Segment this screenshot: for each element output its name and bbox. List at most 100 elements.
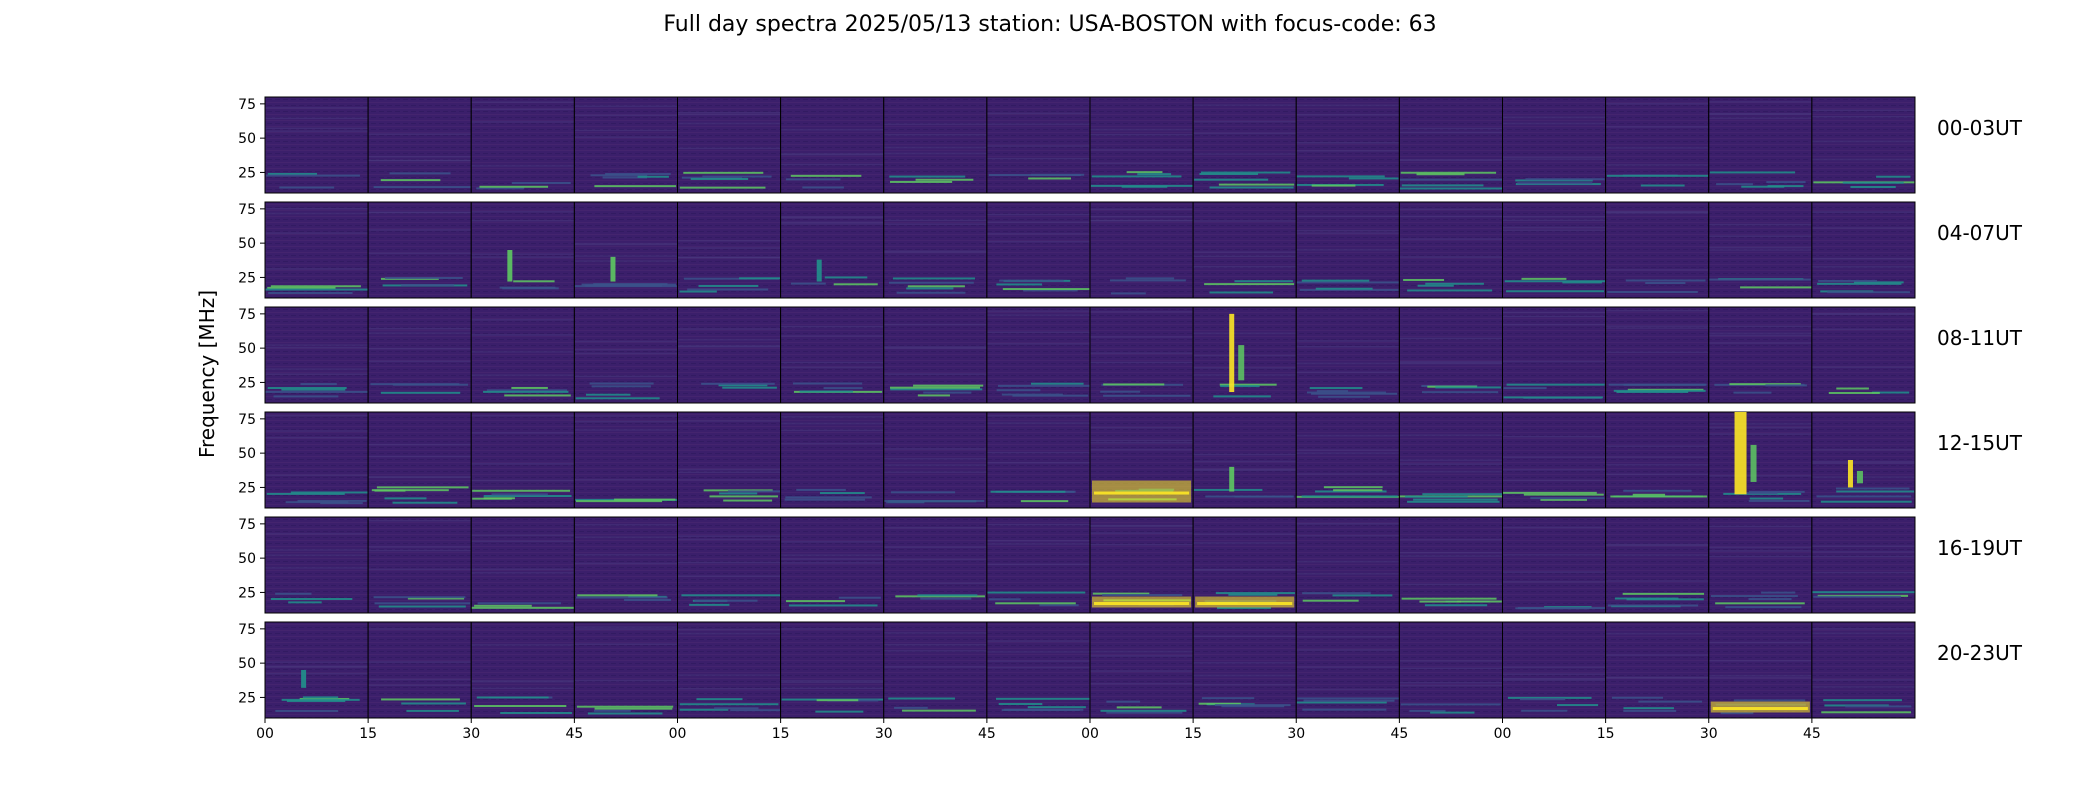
interference-line: [1296, 522, 1400, 525]
noise-band: [1103, 383, 1165, 386]
noise-band: [990, 490, 1066, 493]
spectra-row: 25 50 75 20-23UT: [238, 621, 2023, 719]
interference-line: [574, 679, 678, 682]
panel-background: [780, 307, 884, 403]
noise-band: [1845, 705, 1912, 708]
spectra-panel: [1605, 306, 1710, 404]
interference-line: [883, 123, 987, 125]
interference-line: [1296, 371, 1400, 374]
noise-band: [895, 595, 985, 598]
interference-line: [986, 310, 1090, 312]
panel-background: [986, 412, 1090, 508]
noise-band: [915, 178, 974, 181]
noise-band: [690, 177, 749, 180]
noise-band: [785, 600, 846, 603]
noise-band: [1091, 175, 1182, 178]
spectra-panel: [1192, 306, 1297, 404]
interference-line: [1502, 479, 1606, 482]
x-tick-label: 15: [359, 726, 377, 742]
interference-line: [1502, 526, 1606, 529]
spectra-panel: [1502, 96, 1607, 194]
spectra-panel: [1295, 516, 1400, 614]
noise-band: [1209, 291, 1274, 294]
noise-band: [1813, 595, 1901, 598]
noise-band: [689, 603, 730, 606]
interference-line: [265, 672, 369, 675]
x-tick-label: 15: [1184, 726, 1202, 742]
interference-line: [883, 146, 987, 149]
interference-line: [1502, 666, 1606, 669]
noise-band: [1200, 171, 1291, 174]
interference-line: [677, 345, 781, 348]
noise-band: [995, 602, 1076, 605]
noise-band: [701, 382, 775, 385]
interference-line: [1502, 581, 1606, 583]
noise-band: [1515, 179, 1593, 182]
noise-band: [1828, 391, 1880, 394]
noise-band: [1853, 281, 1904, 284]
row-label: 04-07UT: [1937, 221, 2023, 245]
interference-line: [883, 582, 987, 585]
interference-line: [471, 319, 575, 321]
interference-line: [471, 334, 575, 336]
panel-background: [265, 622, 369, 718]
interference-line: [1090, 162, 1194, 165]
interference-line: [1502, 677, 1606, 680]
spectra-panel: [573, 516, 678, 614]
noise-band: [999, 279, 1064, 282]
noise-band: [884, 499, 985, 502]
y-tick-label: 75: [238, 517, 256, 533]
interference-line: [883, 219, 987, 222]
interference-line: [368, 628, 472, 630]
spectra-panel: [1811, 306, 1916, 404]
noise-band: [472, 497, 512, 500]
interference-line: [1811, 211, 1915, 213]
noise-band: [1137, 173, 1172, 176]
spectra-panel: [470, 411, 575, 509]
noise-band: [637, 175, 669, 178]
interference-line: [1605, 164, 1709, 166]
interference-line: [265, 666, 369, 668]
interference-line: [471, 534, 575, 537]
noise-band: [1023, 289, 1078, 292]
interference-line: [1811, 628, 1915, 630]
noise-band: [1748, 598, 1792, 601]
noise-band: [894, 706, 928, 709]
interference-line: [677, 468, 781, 471]
y-tick-label: 50: [238, 131, 256, 147]
noise-band: [1028, 177, 1072, 180]
noise-band: [902, 709, 976, 712]
spectra-panel: [1502, 306, 1607, 404]
noise-band: [723, 499, 773, 502]
spectra-row: 25 50 75 04-07UT: [238, 201, 2023, 299]
interference-line: [368, 252, 472, 255]
noise-band: [1715, 602, 1805, 605]
noise-band: [1194, 178, 1269, 181]
noise-band: [1205, 495, 1294, 498]
noise-band: [614, 498, 676, 501]
panel-background: [265, 307, 369, 403]
interference-line: [1193, 332, 1297, 335]
panel-background: [471, 622, 575, 718]
interference-line: [883, 346, 987, 348]
panel-background: [1399, 307, 1503, 403]
interference-line: [1811, 115, 1915, 118]
spectra-row: 25 50 75 16-19UT: [238, 516, 2023, 614]
spectra-panel: [1089, 96, 1194, 194]
noise-band: [281, 388, 346, 391]
noise-band: [1296, 701, 1387, 704]
noise-band: [1413, 498, 1498, 501]
interference-line: [1193, 460, 1297, 463]
interference-line: [1502, 554, 1606, 556]
interference-line: [265, 665, 369, 668]
noise-band: [1215, 592, 1295, 595]
interference-line: [1502, 216, 1606, 218]
interference-line: [1296, 340, 1400, 342]
interference-line: [1708, 249, 1812, 251]
y-tick-label: 25: [238, 690, 256, 706]
noise-band: [1820, 500, 1912, 503]
noise-band: [279, 186, 335, 189]
interference-line: [1090, 682, 1194, 685]
interference-line: [883, 632, 987, 634]
